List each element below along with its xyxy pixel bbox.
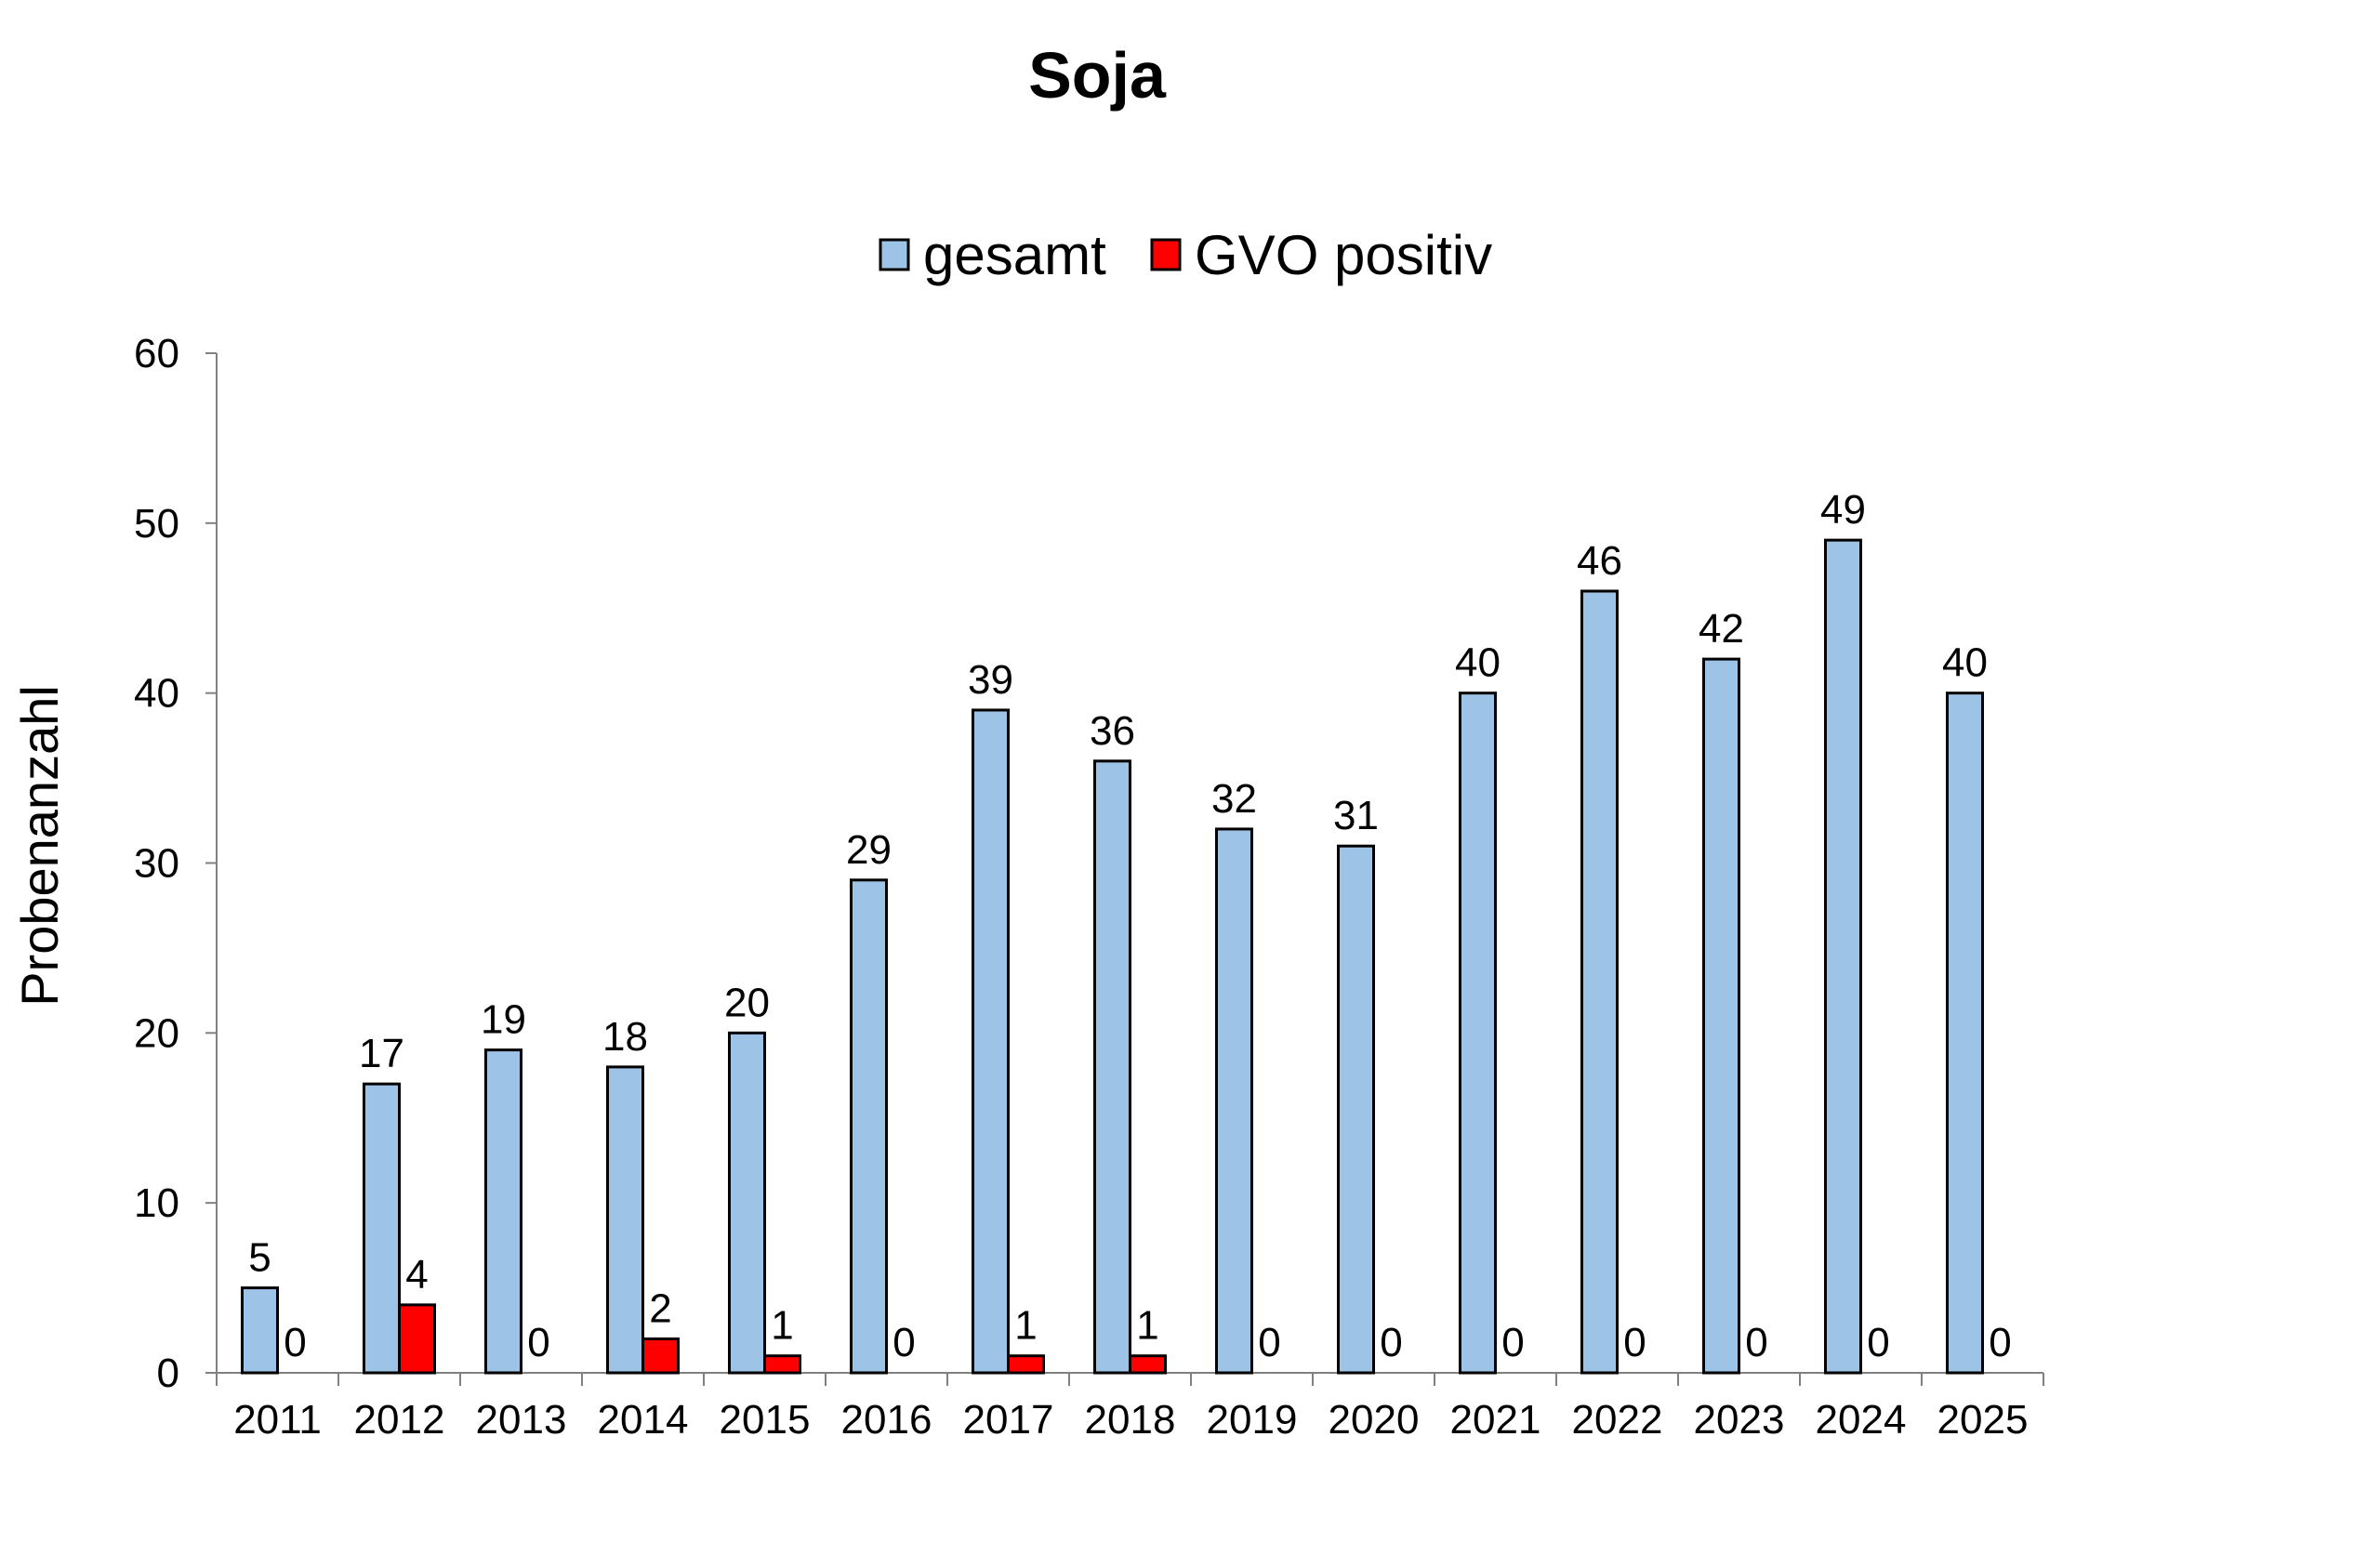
data-label-gvo-positiv: 1 xyxy=(1014,1303,1037,1349)
bar-gvo-positiv xyxy=(1129,1354,1167,1375)
data-label-gesamt: 49 xyxy=(1820,487,1866,533)
data-label-gvo-positiv: 0 xyxy=(892,1320,915,1365)
x-tick-label: 2023 xyxy=(1694,1397,1785,1443)
y-tick-label: 0 xyxy=(157,1351,179,1396)
bar-gesamt xyxy=(241,1286,279,1375)
data-label-gesamt: 32 xyxy=(1211,776,1257,822)
y-tick-label: 50 xyxy=(134,501,179,547)
bars xyxy=(241,538,1984,1375)
data-label-gvo-positiv: 0 xyxy=(1623,1320,1646,1365)
data-label-gvo-positiv: 0 xyxy=(527,1320,549,1365)
bar-gesamt xyxy=(1946,692,1984,1375)
x-tick-label: 2013 xyxy=(476,1397,567,1443)
x-tick-label: 2017 xyxy=(963,1397,1054,1443)
data-label-gvo-positiv: 0 xyxy=(284,1320,306,1365)
bar-gesamt xyxy=(484,1048,522,1375)
legend-swatch-gesamt xyxy=(879,238,910,271)
bar-gesamt xyxy=(1093,759,1131,1375)
data-label-gesamt: 29 xyxy=(846,827,892,873)
data-label-gesamt: 46 xyxy=(1577,538,1622,584)
y-axis-title: Probenanzahl xyxy=(10,685,69,1007)
y-tick-label: 40 xyxy=(134,671,179,717)
data-label-gvo-positiv: 4 xyxy=(405,1252,428,1298)
bar-gesamt xyxy=(1337,844,1375,1375)
data-label-gvo-positiv: 0 xyxy=(1501,1320,1524,1365)
chart-title: Soja xyxy=(1028,39,1167,112)
x-tick-label: 2011 xyxy=(233,1397,322,1443)
data-label-gvo-positiv: 1 xyxy=(1136,1303,1158,1349)
data-label-gvo-positiv: 0 xyxy=(1745,1320,1767,1365)
bar-gvo-positiv xyxy=(641,1337,680,1375)
x-tick-label: 2025 xyxy=(1937,1397,2029,1443)
y-tick-label: 60 xyxy=(134,331,179,376)
bar-gesamt xyxy=(1824,538,1862,1375)
bar-gesamt xyxy=(1580,589,1619,1375)
data-label-gesamt: 5 xyxy=(248,1235,271,1281)
data-label-gesamt: 31 xyxy=(1333,793,1379,838)
x-tick-label: 2022 xyxy=(1572,1397,1663,1443)
data-label-gesamt: 17 xyxy=(359,1031,404,1076)
data-label-gesamt: 39 xyxy=(968,657,1013,703)
data-label-gesamt: 18 xyxy=(602,1014,648,1060)
data-label-gesamt: 20 xyxy=(724,980,770,1025)
x-tick-label: 2019 xyxy=(1207,1397,1298,1443)
data-label-gvo-positiv: 0 xyxy=(1867,1320,1889,1365)
legend: gesamt GVO positiv xyxy=(879,224,1492,286)
data-label-gesamt: 36 xyxy=(1090,708,1135,754)
bar-gesamt xyxy=(850,878,888,1375)
data-label-gvo-positiv: 1 xyxy=(771,1303,793,1349)
bar-gesamt xyxy=(728,1031,766,1375)
legend-swatch-gvo-positiv xyxy=(1150,238,1182,271)
bar-gesamt xyxy=(1459,692,1497,1375)
x-tick-label: 2014 xyxy=(598,1397,689,1443)
y-tick-label: 30 xyxy=(134,841,179,887)
data-label-gesamt: 42 xyxy=(1699,606,1744,652)
data-label-gvo-positiv: 0 xyxy=(1989,1320,2011,1365)
data-label-gesamt: 40 xyxy=(1942,640,1988,686)
bar-gesamt xyxy=(606,1065,644,1375)
y-tick-label: 20 xyxy=(134,1010,179,1056)
bar-gvo-positiv xyxy=(1007,1354,1045,1375)
y-tick-label: 10 xyxy=(134,1180,179,1226)
bar-gesamt xyxy=(972,708,1010,1375)
bar-gesamt xyxy=(1215,827,1253,1375)
legend-label-gesamt: gesamt xyxy=(923,224,1106,286)
x-tick-label: 2012 xyxy=(354,1397,445,1443)
x-tick-label: 2018 xyxy=(1085,1397,1176,1443)
data-label-gvo-positiv: 2 xyxy=(649,1285,671,1331)
legend-label-gvo-positiv: GVO positiv xyxy=(1195,224,1492,286)
bar-gesamt xyxy=(363,1082,401,1375)
x-tick-label: 2016 xyxy=(841,1397,932,1443)
data-label-gvo-positiv: 0 xyxy=(1258,1320,1280,1365)
x-tick-label: 2024 xyxy=(1816,1397,1907,1443)
data-label-gesamt: 40 xyxy=(1455,640,1501,686)
bar-gesamt xyxy=(1702,657,1740,1375)
x-tick-label: 2015 xyxy=(720,1397,811,1443)
x-tick-label: 2020 xyxy=(1329,1397,1420,1443)
x-tick-label: 2021 xyxy=(1450,1397,1541,1443)
bar-gvo-positiv xyxy=(398,1303,436,1375)
bar-gvo-positiv xyxy=(763,1354,801,1375)
data-label-gvo-positiv: 0 xyxy=(1380,1320,1402,1365)
data-label-gesamt: 19 xyxy=(481,997,526,1043)
